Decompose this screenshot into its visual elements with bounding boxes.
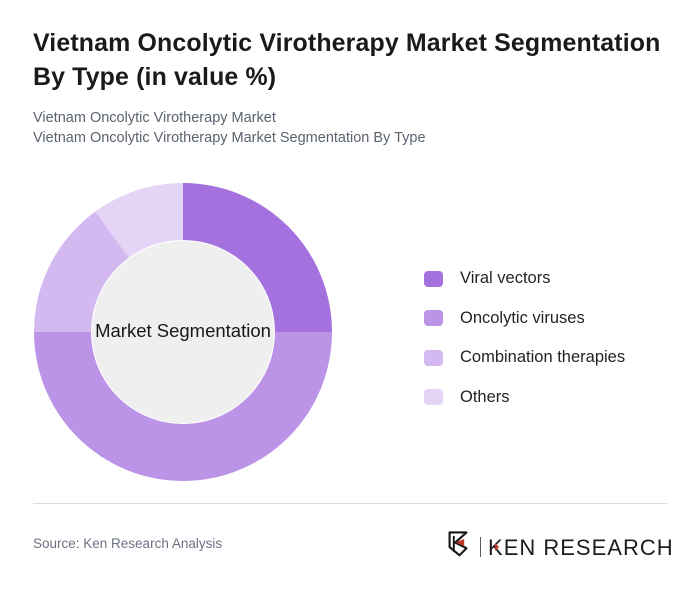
- svg-text:Market Segmentation: Market Segmentation: [95, 320, 271, 341]
